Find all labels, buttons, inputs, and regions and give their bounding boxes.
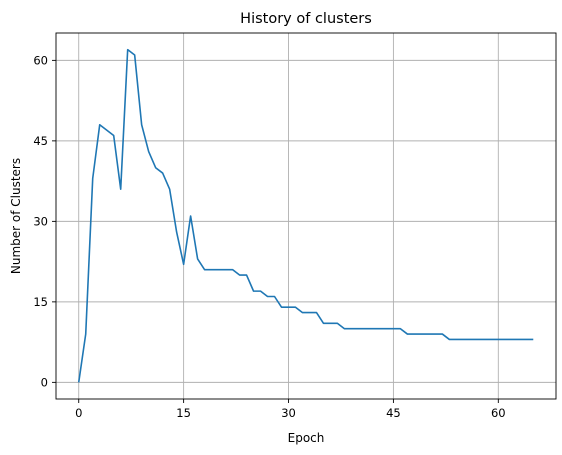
y-tick-label: 60: [33, 53, 48, 67]
x-tick-label: 30: [281, 406, 296, 420]
x-tick-label: 45: [386, 406, 401, 420]
y-tick-label: 15: [33, 295, 48, 309]
grid: [56, 33, 556, 399]
y-tick-label: 45: [33, 134, 48, 148]
x-axis-title: Epoch: [288, 431, 325, 445]
x-tick-label: 60: [491, 406, 506, 420]
y-axis: 0 15 30 45 60: [33, 53, 56, 389]
plot-frame: [55, 32, 557, 400]
y-tick-label: 30: [33, 214, 48, 228]
y-axis-title: Number of Clusters: [9, 158, 23, 274]
series-line: [77, 48, 534, 383]
x-tick-label: 0: [75, 406, 82, 420]
y-tick-label: 0: [41, 375, 48, 389]
x-tick-label: 15: [176, 406, 191, 420]
x-axis: 0 15 30 45 60: [75, 399, 506, 420]
chart-title: History of clusters: [240, 11, 372, 27]
